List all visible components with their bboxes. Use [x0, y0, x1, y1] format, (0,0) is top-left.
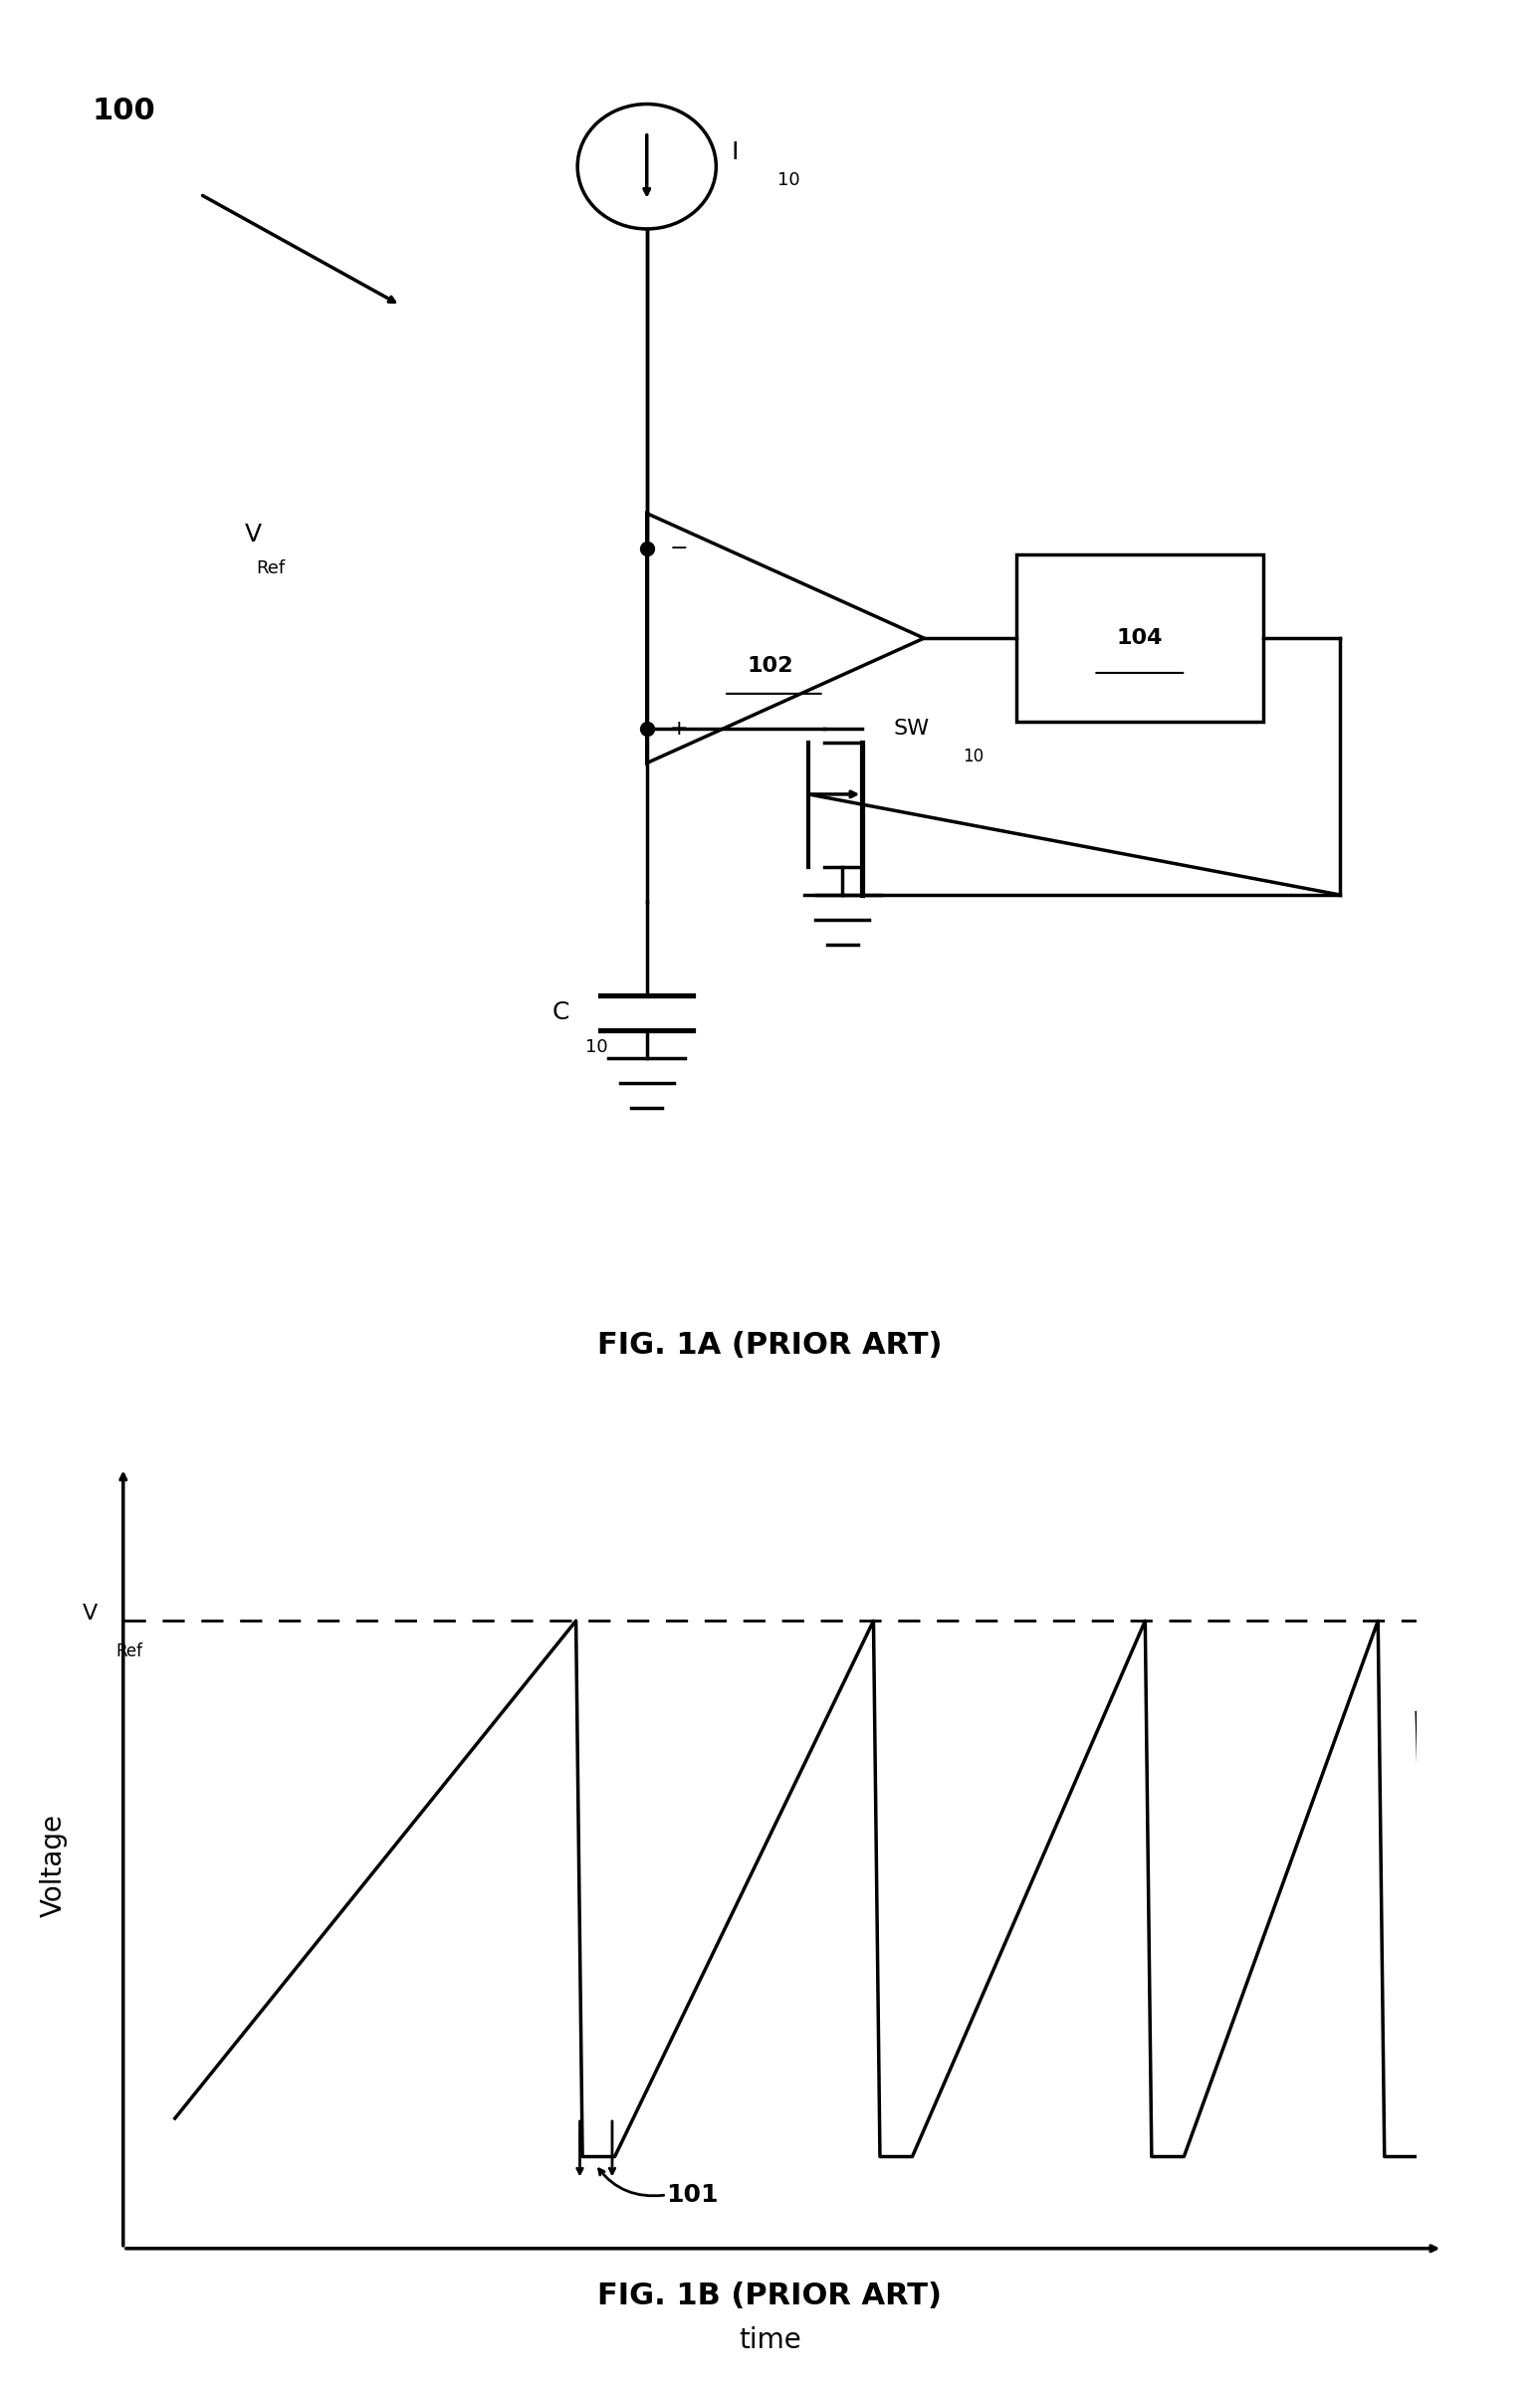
Text: V: V [82, 1603, 97, 1624]
Text: Voltage: Voltage [40, 1813, 68, 1918]
Text: +: + [670, 718, 688, 739]
Bar [1016, 555, 1263, 722]
Text: Ref: Ref [116, 1643, 143, 1660]
Text: time: time [739, 2327, 801, 2354]
Text: V: V [245, 521, 262, 545]
Text: −: − [670, 538, 688, 557]
Text: 104: 104 [1116, 629, 1163, 648]
Text: 100: 100 [92, 96, 156, 124]
Text: C: C [553, 1000, 570, 1024]
Text: I: I [732, 141, 739, 165]
Text: Ref: Ref [256, 560, 285, 579]
Text: 10: 10 [585, 1038, 608, 1057]
Text: SW: SW [893, 718, 929, 739]
Text: 10: 10 [962, 746, 984, 765]
Text: 10: 10 [778, 172, 801, 189]
Text: FIG. 1B (PRIOR ART): FIG. 1B (PRIOR ART) [598, 2282, 942, 2311]
Text: FIG. 1A (PRIOR ART): FIG. 1A (PRIOR ART) [598, 1332, 942, 1361]
Text: 101: 101 [667, 2184, 719, 2208]
Text: 102: 102 [747, 655, 793, 677]
